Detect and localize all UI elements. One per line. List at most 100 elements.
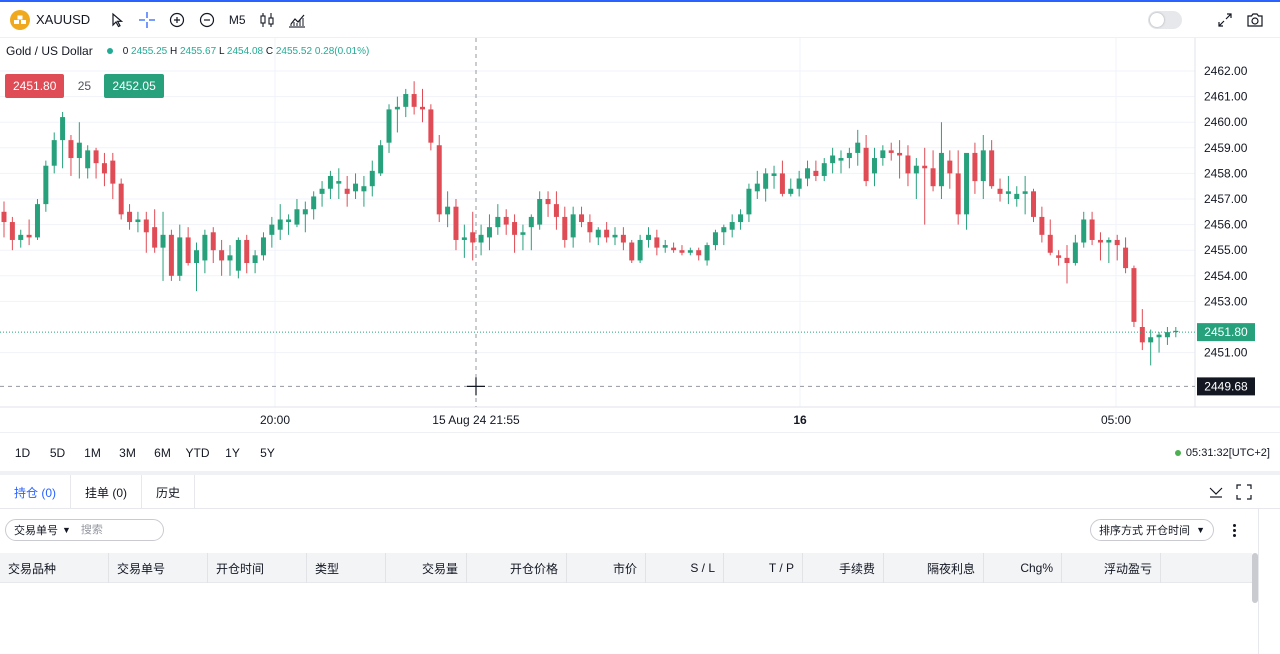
range-3m[interactable]: 3M xyxy=(119,446,136,460)
candle-body xyxy=(127,211,133,223)
candle-body xyxy=(712,232,718,246)
col-open-time[interactable]: 开仓时间 xyxy=(208,553,307,583)
caret-down-icon[interactable]: ▼ xyxy=(62,525,71,535)
zoom-out-button[interactable] xyxy=(192,2,222,38)
candle-body xyxy=(118,183,124,215)
candle xyxy=(888,142,894,161)
col-ticket[interactable]: 交易单号 xyxy=(109,553,208,583)
range-ytd[interactable]: YTD xyxy=(185,446,210,460)
crosshair-time-label: 15 Aug 24 21:55 xyxy=(432,413,520,427)
candle xyxy=(428,104,434,151)
candle xyxy=(152,209,158,253)
buy-price-button[interactable]: 2452.05 xyxy=(104,74,164,98)
col-type[interactable]: 类型 xyxy=(307,553,386,583)
chart-toggle-switch[interactable] xyxy=(1148,11,1182,29)
candle xyxy=(386,104,392,153)
range-5y[interactable]: 5Y xyxy=(260,446,275,460)
candle xyxy=(60,111,66,169)
candle xyxy=(997,178,1003,202)
vertical-scrollbar[interactable] xyxy=(1252,553,1258,603)
fullscreen-button[interactable] xyxy=(1210,2,1240,38)
maximize-icon xyxy=(1236,484,1252,500)
y-tick-label: 2456.00 xyxy=(1204,218,1248,232)
crosshair-icon xyxy=(139,11,156,28)
candle-body xyxy=(486,227,492,238)
candle xyxy=(361,175,367,207)
collapse-panel-button[interactable] xyxy=(1202,485,1230,499)
candle xyxy=(930,150,936,192)
col-stop-loss[interactable]: S / L xyxy=(646,553,724,583)
price-chart[interactable]: 2462.00 2461.00 2460.00 2459.00 2458.00 2457.… xyxy=(0,38,1280,433)
cursor-tool-button[interactable] xyxy=(102,2,132,38)
candle-body xyxy=(637,239,643,261)
candle xyxy=(821,158,827,182)
candle xyxy=(938,122,944,199)
candle xyxy=(805,160,811,187)
col-symbol[interactable]: 交易品种 xyxy=(0,553,109,583)
range-1y[interactable]: 1Y xyxy=(225,446,240,460)
col-floating-pl[interactable]: 浮动盈亏 xyxy=(1062,553,1161,583)
candle xyxy=(302,201,308,233)
candle-body xyxy=(612,234,618,238)
market-open-indicator xyxy=(106,48,113,54)
col-commission[interactable]: 手续费 xyxy=(803,553,884,583)
col-open-price[interactable]: 开仓价格 xyxy=(467,553,567,583)
zoom-in-icon xyxy=(170,12,185,27)
col-market-price[interactable]: 市价 xyxy=(567,553,646,583)
candle-body xyxy=(369,170,375,187)
sort-select[interactable]: 排序方式 开仓时间 ▼ xyxy=(1090,519,1214,541)
candle xyxy=(436,135,442,223)
candle-body xyxy=(1123,247,1129,269)
candle xyxy=(604,222,610,243)
sell-price-button[interactable]: 2451.80 xyxy=(5,74,65,98)
chart-type-button[interactable] xyxy=(252,2,282,38)
zoom-in-button[interactable] xyxy=(162,2,192,38)
candle xyxy=(277,204,283,240)
candle-body xyxy=(51,140,57,166)
candle-body xyxy=(788,188,794,194)
range-1m[interactable]: 1M xyxy=(84,446,101,460)
col-take-profit[interactable]: T / P xyxy=(724,553,803,583)
tab-positions[interactable]: 持仓 (0) xyxy=(0,475,72,509)
search-input[interactable] xyxy=(80,524,151,536)
maximize-panel-button[interactable] xyxy=(1230,484,1258,500)
symbol-selector[interactable]: XAUUSD xyxy=(10,2,90,38)
candle-body xyxy=(763,173,769,189)
indicators-button[interactable] xyxy=(282,2,312,38)
candle xyxy=(612,227,618,246)
candle xyxy=(671,242,677,253)
candle-body xyxy=(411,94,417,107)
range-1d[interactable]: 1D xyxy=(14,446,31,460)
candle xyxy=(679,245,685,256)
range-6m[interactable]: 6M xyxy=(154,446,171,460)
candle-body xyxy=(252,255,258,263)
tab-history[interactable]: 历史 xyxy=(142,475,196,509)
candle xyxy=(503,209,509,235)
col-volume[interactable]: 交易量 xyxy=(386,553,467,583)
candle xyxy=(1005,175,1011,205)
candle-body xyxy=(101,163,107,174)
filter-field-select[interactable]: 交易单号 xyxy=(14,525,58,537)
col-change-pct[interactable]: Chg% xyxy=(984,553,1062,583)
tab-pending-orders[interactable]: 挂单 (0) xyxy=(71,475,143,509)
candle-body xyxy=(1139,327,1145,343)
range-5d[interactable]: 5D xyxy=(49,446,66,460)
candle xyxy=(210,227,216,263)
candle xyxy=(319,181,325,207)
timeframe-button[interactable]: M5 xyxy=(228,12,246,27)
server-clock[interactable]: 05:31:32[UTC+2] xyxy=(1174,440,1270,466)
col-swap[interactable]: 隔夜利息 xyxy=(884,553,984,583)
screenshot-button[interactable] xyxy=(1240,2,1270,38)
more-options-icon[interactable] xyxy=(1228,519,1240,541)
candle xyxy=(461,224,467,258)
crosshair-tool-button[interactable] xyxy=(132,2,162,38)
candle xyxy=(110,152,116,199)
candle xyxy=(1039,206,1045,243)
candle xyxy=(311,191,317,220)
candle xyxy=(1131,265,1137,327)
panel-divider[interactable] xyxy=(0,471,1280,475)
candle xyxy=(177,224,183,281)
search-filter: 交易单号 ▼ xyxy=(5,519,164,541)
candle-body xyxy=(503,216,509,225)
candle xyxy=(369,160,375,197)
